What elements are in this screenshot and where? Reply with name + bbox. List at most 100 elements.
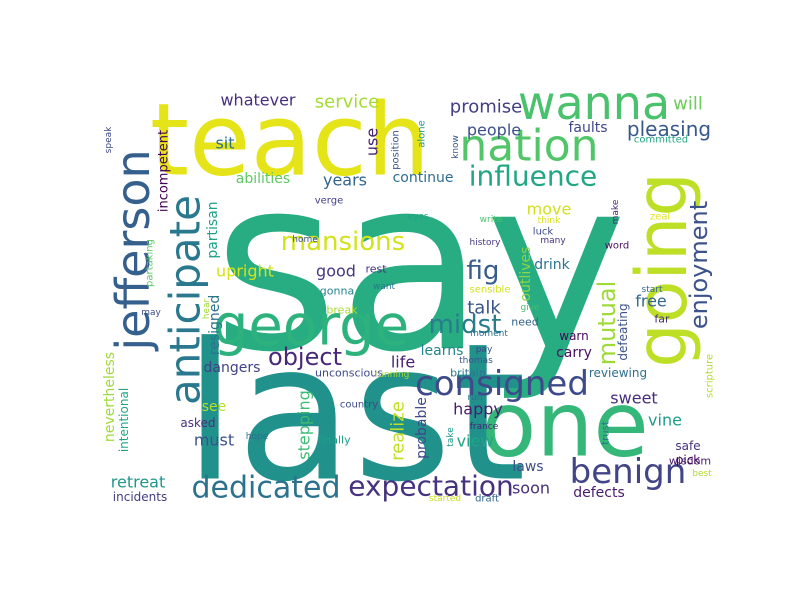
word-years: years xyxy=(323,171,367,190)
word-incompetent: incompetent xyxy=(157,130,172,212)
word-eyes: eyes xyxy=(407,212,428,222)
word-fig: fig xyxy=(467,256,500,286)
word-verge: verge xyxy=(315,196,344,207)
word-mutual: mutual xyxy=(593,281,621,366)
word-laws: laws xyxy=(512,459,543,475)
word-upright: upright xyxy=(216,262,274,281)
word-give: give xyxy=(520,303,540,313)
word-resigned: resigned xyxy=(207,295,223,356)
word-will: will xyxy=(673,94,703,115)
word-last: last xyxy=(184,303,527,524)
word-thomas: thomas xyxy=(459,356,493,366)
word-hope: hope xyxy=(246,432,269,442)
word-stepping: stepping xyxy=(295,390,314,460)
word-promise: promise xyxy=(450,97,522,118)
word-best: best xyxy=(692,469,712,479)
word-soon: soon xyxy=(512,479,550,498)
word-carry: carry xyxy=(556,345,592,361)
word-intentional: intentional xyxy=(117,388,131,452)
word-nevertheless: nevertheless xyxy=(102,352,118,442)
word-influence: influence xyxy=(469,160,598,193)
word-talk: talk xyxy=(467,298,501,319)
word-break: break xyxy=(326,304,358,317)
word-use: use xyxy=(363,128,382,156)
word-started: started xyxy=(429,494,461,504)
word-unconscious: unconscious xyxy=(315,367,383,380)
word-position: position xyxy=(391,130,402,170)
word-zeal: zeal xyxy=(650,212,670,223)
word-sweet: sweet xyxy=(610,389,657,408)
word-pleasing: pleasing xyxy=(627,117,711,141)
word-probable: probable xyxy=(414,397,430,459)
word-free: free xyxy=(635,292,667,311)
word-sensible: sensible xyxy=(470,285,511,296)
word-life: life xyxy=(391,353,415,372)
word-need: need xyxy=(511,316,539,329)
word-object: object xyxy=(268,343,342,371)
word-make: make xyxy=(611,199,621,224)
word-see: see xyxy=(202,399,227,415)
word-britain: britain xyxy=(450,367,486,380)
word-word: word xyxy=(605,241,630,252)
word-scripture: scripture xyxy=(705,354,716,398)
word-learns: learns xyxy=(421,343,464,359)
word-asked: asked xyxy=(180,416,215,430)
word-midst: midst xyxy=(429,310,502,340)
word-country: country xyxy=(340,400,378,411)
word-nation: nation xyxy=(459,121,598,172)
word-say: say xyxy=(213,125,627,405)
word-france: france xyxy=(470,422,499,432)
word-dangers: dangers xyxy=(204,360,261,376)
word-mansions: mansions xyxy=(281,227,405,257)
word-draft: draft xyxy=(475,494,499,505)
word-start: start xyxy=(642,285,663,295)
word-alone: alone xyxy=(417,120,428,148)
word-happy: happy xyxy=(453,400,503,419)
word-hear: hear xyxy=(202,298,212,319)
word-home: home xyxy=(292,235,318,245)
word-luck: luck xyxy=(533,227,554,238)
word-enjoyment: enjoyment xyxy=(685,201,713,329)
word-incidents: incidents xyxy=(113,490,167,504)
word-many: many xyxy=(540,236,566,246)
word-finally: finally xyxy=(317,434,351,447)
word-partaking: partaking xyxy=(145,239,156,287)
word-wanna: wanna xyxy=(518,76,670,130)
word-continue: continue xyxy=(393,170,454,186)
word-write: write xyxy=(480,215,503,225)
word-whatever: whatever xyxy=(220,91,295,110)
word-speak: speak xyxy=(104,126,114,153)
word-view: view xyxy=(457,432,494,451)
word-partisan: partisan xyxy=(205,201,221,258)
word-defeating: defeating xyxy=(616,303,630,360)
word-george: george xyxy=(213,294,409,359)
word-defects: defects xyxy=(573,485,625,501)
word-jefferson: jefferson xyxy=(106,149,160,351)
word-safe: safe xyxy=(675,439,700,453)
word-take: take xyxy=(446,427,456,447)
word-running: running xyxy=(375,370,410,380)
word-going: going xyxy=(621,172,703,368)
word-sit: sit xyxy=(215,134,234,153)
word-service: service xyxy=(315,92,379,113)
word-know: know xyxy=(451,135,461,159)
word-benign: benign xyxy=(570,452,687,492)
word-drink: drink xyxy=(534,257,570,273)
word-wisdom: wisdom xyxy=(669,455,711,468)
word-trust: trust xyxy=(601,421,612,445)
word-move: move xyxy=(527,200,572,219)
word-pick: pick xyxy=(676,453,701,467)
word-history: history xyxy=(470,238,502,248)
word-far: far xyxy=(654,313,670,326)
word-reviewing: reviewing xyxy=(589,366,647,380)
word-dedicated: dedicated xyxy=(191,471,340,506)
word-committed: committed xyxy=(634,135,688,146)
word-pay: pay xyxy=(476,345,493,355)
word-faults: faults xyxy=(568,120,607,136)
word-may: may xyxy=(141,308,161,318)
word-must: must xyxy=(194,431,234,450)
word-consigned: consigned xyxy=(415,364,589,404)
word-think: think xyxy=(538,216,561,226)
